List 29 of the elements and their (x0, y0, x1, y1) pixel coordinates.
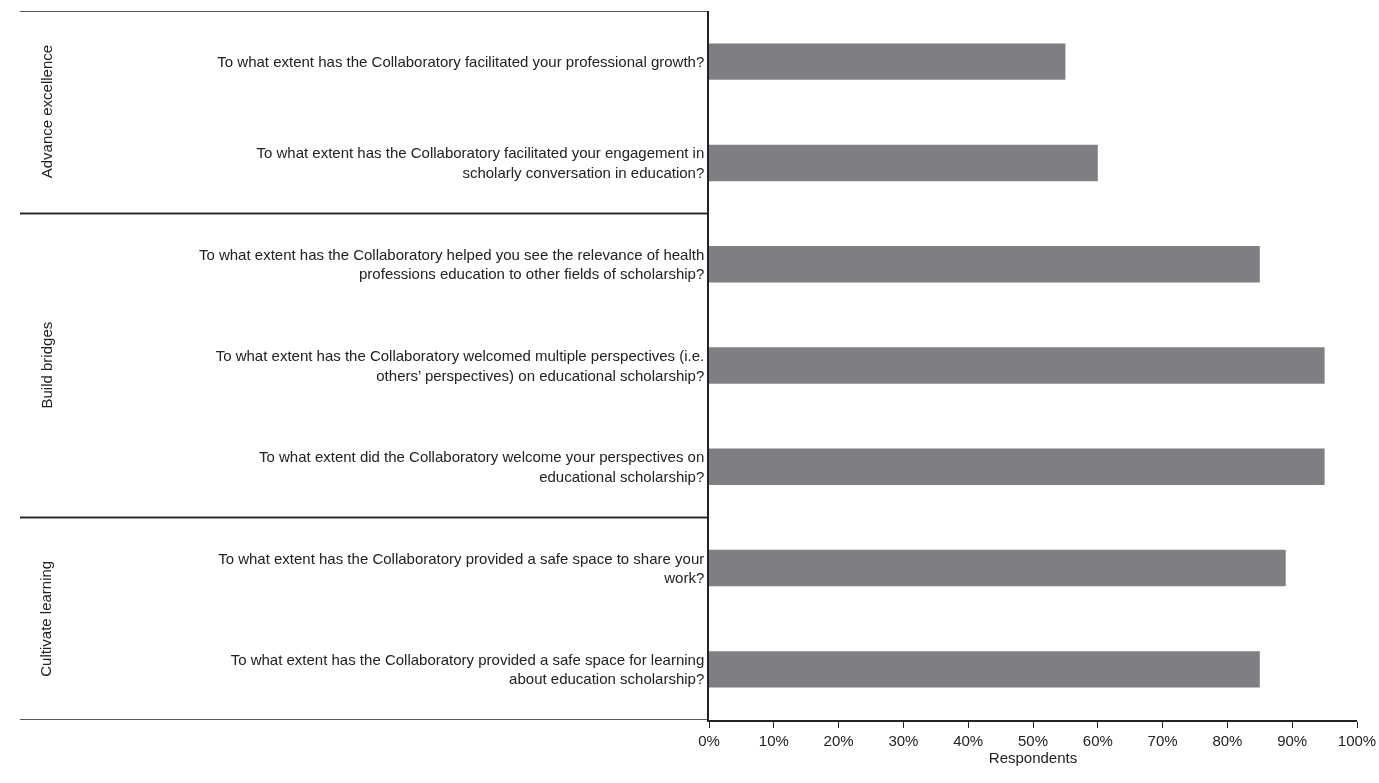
bar (709, 549, 1286, 587)
y-tick-label: To what extent has the Collaboratory welcomed multiple perspectives (i.e. others’ perspectives) on educational scholarship? (215, 347, 705, 384)
x-tick-label: 50% (1017, 731, 1049, 749)
x-axis-title: Respondents (988, 748, 1078, 766)
text: Cultivate learning (37, 560, 55, 677)
y-tick-label: To what extent has the Collaboratory helped you see the relevance of health professions education to other fields of scholarship? (198, 245, 705, 283)
x-tick-label: 80% (1212, 731, 1243, 749)
y-tick-label: To what extent has the Collaboratory provided a safe space to share your work? (218, 549, 705, 587)
y-tick-label: To what extent has the Collaboratory facilitated your engagement in scholarly conversation in education? (256, 144, 705, 181)
bar (709, 651, 1260, 688)
y-tick-label: To what extent has the Collaboratory facilitated your professional growth? (217, 52, 705, 70)
x-tick-label: 70% (1147, 731, 1178, 749)
bar (709, 43, 1066, 80)
y-tick-label: To what extent did the Collaboratory welcome your perspectives on educational scholarship? (259, 448, 705, 485)
bar (709, 448, 1325, 486)
x-tick-label: 40% (953, 731, 984, 749)
x-tick-label: 30% (888, 731, 919, 749)
x-tick-label: 20% (823, 731, 854, 749)
x-tick-label: 100% (1337, 731, 1377, 749)
bar (709, 144, 1098, 182)
x-tick-label: 10% (758, 731, 789, 749)
bar (709, 245, 1260, 283)
x-tick-label: 0% (698, 731, 720, 749)
text: Build bridges (37, 321, 55, 409)
text: Advance excellence (37, 44, 55, 179)
y-tick-label: To what extent has the Collaboratory provided a safe space for learning about education scholarship? (230, 650, 705, 688)
bar (709, 347, 1325, 384)
x-tick-label: 90% (1277, 731, 1308, 749)
x-tick-label: 60% (1082, 731, 1113, 749)
